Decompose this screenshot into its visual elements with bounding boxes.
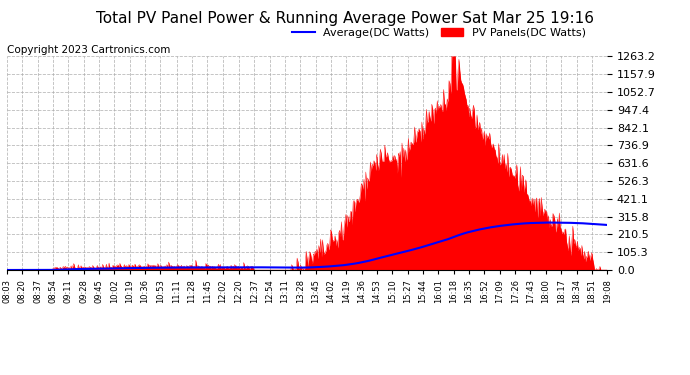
Text: Copyright 2023 Cartronics.com: Copyright 2023 Cartronics.com bbox=[7, 45, 170, 55]
Legend: Average(DC Watts), PV Panels(DC Watts): Average(DC Watts), PV Panels(DC Watts) bbox=[288, 23, 590, 42]
Text: Total PV Panel Power & Running Average Power Sat Mar 25 19:16: Total PV Panel Power & Running Average P… bbox=[96, 11, 594, 26]
